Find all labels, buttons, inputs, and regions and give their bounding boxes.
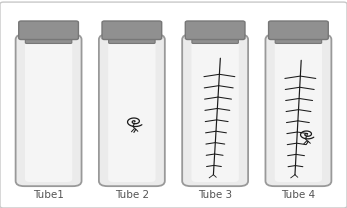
FancyBboxPatch shape xyxy=(99,34,165,186)
Text: Tube 3: Tube 3 xyxy=(198,190,232,200)
FancyBboxPatch shape xyxy=(275,37,322,43)
Text: Tube 2: Tube 2 xyxy=(115,190,149,200)
FancyBboxPatch shape xyxy=(16,34,82,186)
FancyBboxPatch shape xyxy=(182,34,248,186)
FancyBboxPatch shape xyxy=(25,37,72,43)
FancyBboxPatch shape xyxy=(102,21,162,40)
FancyBboxPatch shape xyxy=(185,21,245,40)
FancyBboxPatch shape xyxy=(192,37,238,43)
Text: Tube1: Tube1 xyxy=(33,190,64,200)
FancyBboxPatch shape xyxy=(269,21,328,40)
Text: Tube 4: Tube 4 xyxy=(281,190,315,200)
FancyBboxPatch shape xyxy=(108,37,155,182)
FancyBboxPatch shape xyxy=(265,34,331,186)
FancyBboxPatch shape xyxy=(192,37,239,182)
FancyBboxPatch shape xyxy=(25,37,72,182)
FancyBboxPatch shape xyxy=(109,37,155,43)
FancyBboxPatch shape xyxy=(19,21,78,40)
FancyBboxPatch shape xyxy=(275,37,322,182)
